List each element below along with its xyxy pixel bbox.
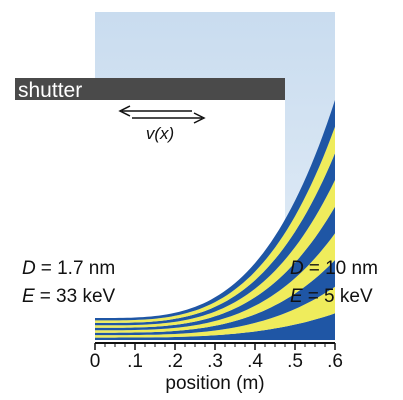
tick-label: 0 xyxy=(90,351,101,372)
symbol: E xyxy=(290,286,303,307)
tick-label: .3 xyxy=(207,351,223,372)
parameter: D = 1.7 nm xyxy=(22,258,115,279)
velocity-label: v(x) xyxy=(146,124,174,143)
parameter: D = 10 nm xyxy=(290,258,378,279)
axis: 0 .1 .2 .3 .4 .5 .6 xyxy=(90,343,343,372)
parameter: E = 5 keV xyxy=(290,286,373,307)
shutter-label: shutter xyxy=(18,79,82,102)
velocity-arrow xyxy=(118,105,206,124)
tick-label: .6 xyxy=(327,351,343,372)
parameter: E = 33 keV xyxy=(22,286,116,307)
layer xyxy=(95,286,335,338)
tick-label: .5 xyxy=(287,351,303,372)
symbol: D xyxy=(22,258,36,279)
tick-label: .1 xyxy=(127,351,143,372)
tick-label: .2 xyxy=(167,351,183,372)
parameter-text: = 10 nm xyxy=(309,258,378,279)
tick-label: .4 xyxy=(247,351,263,372)
symbol: D xyxy=(290,258,304,279)
symbol: E xyxy=(22,286,35,307)
axis-label: position (m) xyxy=(165,373,264,394)
layer xyxy=(95,313,335,340)
parameter-text: = 5 keV xyxy=(308,286,373,307)
multilayer xyxy=(95,100,335,340)
parameter-text: = 1.7 nm xyxy=(41,258,115,279)
parameter-text: = 33 keV xyxy=(40,286,116,307)
layer xyxy=(95,260,335,336)
shutter-bar xyxy=(15,78,285,100)
